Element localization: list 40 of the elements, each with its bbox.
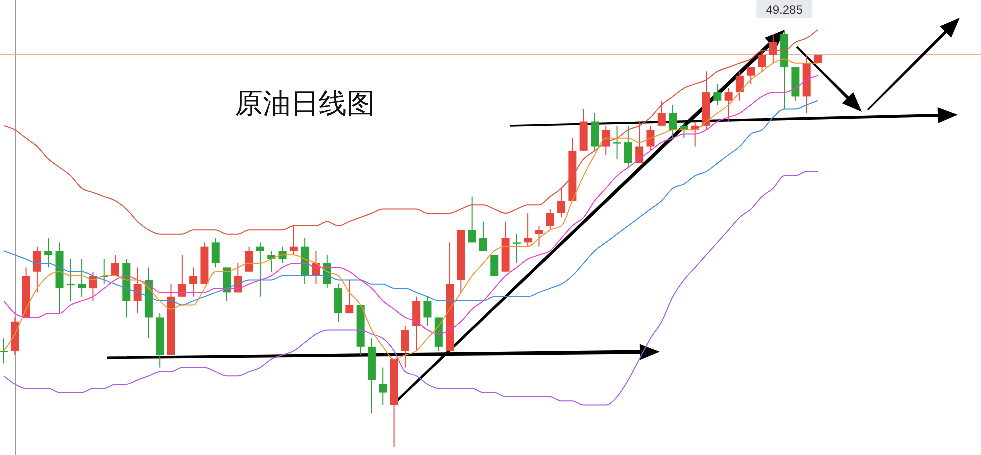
candlestick (245, 246, 254, 272)
candlestick (736, 71, 744, 102)
candlestick (33, 246, 42, 294)
candlestick (512, 234, 521, 264)
candlestick (636, 121, 644, 164)
candlestick (758, 50, 766, 72)
annotation: 49.285 (766, 3, 804, 17)
candlestick (624, 125, 632, 168)
candlestick (669, 104, 678, 139)
candlestick (212, 238, 220, 268)
candlestick (714, 84, 722, 106)
candlestick (546, 208, 554, 231)
candlestick (44, 238, 53, 268)
candlestick (747, 67, 756, 85)
candlestick (256, 242, 264, 298)
candlestick (769, 34, 778, 64)
candlestick (278, 246, 287, 264)
candlestick (379, 367, 388, 406)
candlestick (424, 296, 432, 327)
candlestick (524, 212, 532, 248)
candlestick (401, 326, 410, 368)
candlestick (190, 267, 198, 298)
candlestick (468, 196, 476, 244)
candlestick (490, 254, 499, 277)
candlestick (290, 225, 298, 256)
candlestick (646, 125, 655, 152)
text: 原油日线图 (235, 87, 375, 120)
candlestick (558, 188, 566, 218)
candlestick (535, 225, 544, 248)
candlestick (613, 125, 622, 160)
candlestick (268, 250, 276, 272)
candlestick (658, 100, 666, 126)
candlestick (134, 267, 142, 314)
candlestick (479, 221, 488, 252)
candlestick (112, 254, 120, 277)
candlestick (724, 88, 733, 122)
candlestick (346, 280, 354, 314)
candlestick (0, 338, 8, 364)
candlestick (178, 254, 186, 298)
candlestick (78, 258, 86, 298)
